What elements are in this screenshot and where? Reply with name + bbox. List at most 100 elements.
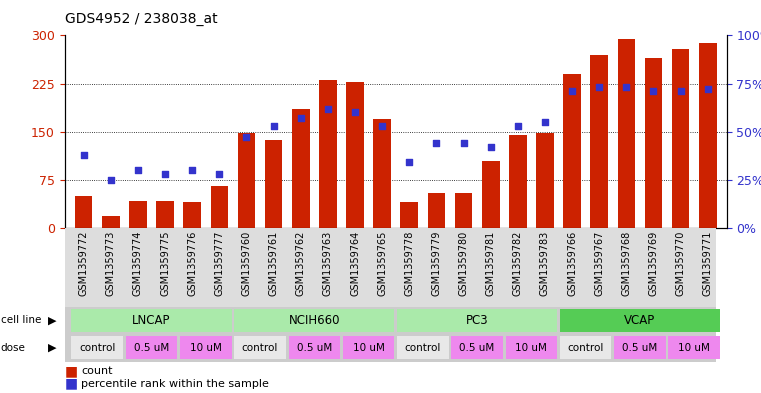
Point xyxy=(539,119,551,125)
Point xyxy=(430,140,442,146)
Text: GSM1359763: GSM1359763 xyxy=(323,230,333,296)
Bar xyxy=(455,193,473,228)
Bar xyxy=(591,55,608,228)
Bar xyxy=(645,58,662,228)
Text: 0.5 uM: 0.5 uM xyxy=(622,343,658,353)
Text: VCAP: VCAP xyxy=(624,314,655,327)
Text: GSM1359782: GSM1359782 xyxy=(513,230,523,296)
Text: GSM1359767: GSM1359767 xyxy=(594,230,604,296)
Bar xyxy=(509,135,527,228)
Bar xyxy=(234,336,286,359)
Point xyxy=(566,88,578,94)
Text: 10 uM: 10 uM xyxy=(189,343,221,353)
Text: GSM1359779: GSM1359779 xyxy=(431,230,441,296)
Bar xyxy=(505,336,557,359)
Text: LNCAP: LNCAP xyxy=(132,314,170,327)
Text: GSM1359774: GSM1359774 xyxy=(133,230,143,296)
Text: control: control xyxy=(405,343,441,353)
Text: ■: ■ xyxy=(65,364,78,378)
Point xyxy=(322,105,334,112)
Bar xyxy=(265,140,282,228)
Text: GSM1359769: GSM1359769 xyxy=(648,230,658,296)
Bar xyxy=(668,336,720,359)
Text: PC3: PC3 xyxy=(466,314,489,327)
Bar xyxy=(560,336,611,359)
Point xyxy=(485,144,497,150)
Bar xyxy=(288,336,340,359)
Text: ▶: ▶ xyxy=(48,315,56,325)
Point xyxy=(159,171,171,177)
Text: GSM1359762: GSM1359762 xyxy=(296,230,306,296)
Bar xyxy=(563,74,581,228)
Text: GSM1359772: GSM1359772 xyxy=(78,230,89,296)
Bar xyxy=(428,193,445,228)
Bar xyxy=(156,201,174,228)
Text: GSM1359777: GSM1359777 xyxy=(215,230,224,296)
Point xyxy=(268,123,280,129)
Point xyxy=(132,167,144,173)
Bar xyxy=(617,39,635,228)
Point xyxy=(186,167,199,173)
Bar xyxy=(72,309,231,332)
Point xyxy=(403,159,416,165)
Bar xyxy=(342,336,394,359)
Bar xyxy=(72,336,123,359)
Text: percentile rank within the sample: percentile rank within the sample xyxy=(81,378,269,389)
Text: GSM1359773: GSM1359773 xyxy=(106,230,116,296)
Text: 10 uM: 10 uM xyxy=(678,343,710,353)
Text: GSM1359778: GSM1359778 xyxy=(404,230,414,296)
Point xyxy=(648,88,660,94)
Bar xyxy=(699,43,717,228)
Bar xyxy=(180,336,231,359)
Bar xyxy=(482,160,499,228)
Bar xyxy=(672,50,689,228)
Text: ■: ■ xyxy=(65,376,78,391)
Point xyxy=(105,176,117,183)
Point xyxy=(620,84,632,90)
Text: control: control xyxy=(568,343,603,353)
Bar xyxy=(129,201,147,228)
Text: GDS4952 / 238038_at: GDS4952 / 238038_at xyxy=(65,12,218,26)
Text: ▶: ▶ xyxy=(48,343,56,353)
Bar xyxy=(374,119,391,228)
Text: GSM1359765: GSM1359765 xyxy=(377,230,387,296)
Bar xyxy=(234,309,394,332)
Bar xyxy=(75,196,93,228)
Point xyxy=(295,115,307,121)
Bar xyxy=(102,217,119,228)
Text: GSM1359780: GSM1359780 xyxy=(459,230,469,296)
Bar xyxy=(397,336,449,359)
Point xyxy=(674,88,686,94)
Text: control: control xyxy=(79,343,116,353)
Text: GSM1359761: GSM1359761 xyxy=(269,230,279,296)
Bar xyxy=(614,336,666,359)
Text: control: control xyxy=(242,343,279,353)
Bar xyxy=(400,202,418,228)
Text: count: count xyxy=(81,366,113,376)
Bar xyxy=(397,309,557,332)
Text: GSM1359760: GSM1359760 xyxy=(241,230,251,296)
Bar xyxy=(183,202,201,228)
Text: 0.5 uM: 0.5 uM xyxy=(297,343,332,353)
Bar xyxy=(237,133,255,228)
Text: GSM1359783: GSM1359783 xyxy=(540,230,550,296)
Bar xyxy=(560,309,720,332)
Text: cell line: cell line xyxy=(1,315,41,325)
Text: GSM1359776: GSM1359776 xyxy=(187,230,197,296)
Text: 10 uM: 10 uM xyxy=(352,343,384,353)
Point xyxy=(349,109,361,116)
Point xyxy=(376,123,388,129)
Text: GSM1359770: GSM1359770 xyxy=(676,230,686,296)
Text: GSM1359764: GSM1359764 xyxy=(350,230,360,296)
Point xyxy=(511,123,524,129)
Text: GSM1359768: GSM1359768 xyxy=(622,230,632,296)
Text: GSM1359775: GSM1359775 xyxy=(160,230,170,296)
Text: GSM1359766: GSM1359766 xyxy=(567,230,577,296)
Bar xyxy=(292,109,310,228)
Text: NCIH660: NCIH660 xyxy=(288,314,340,327)
Text: 10 uM: 10 uM xyxy=(515,343,547,353)
Bar xyxy=(537,133,554,228)
Text: 0.5 uM: 0.5 uM xyxy=(460,343,495,353)
Point xyxy=(593,84,605,90)
Point xyxy=(702,86,714,92)
